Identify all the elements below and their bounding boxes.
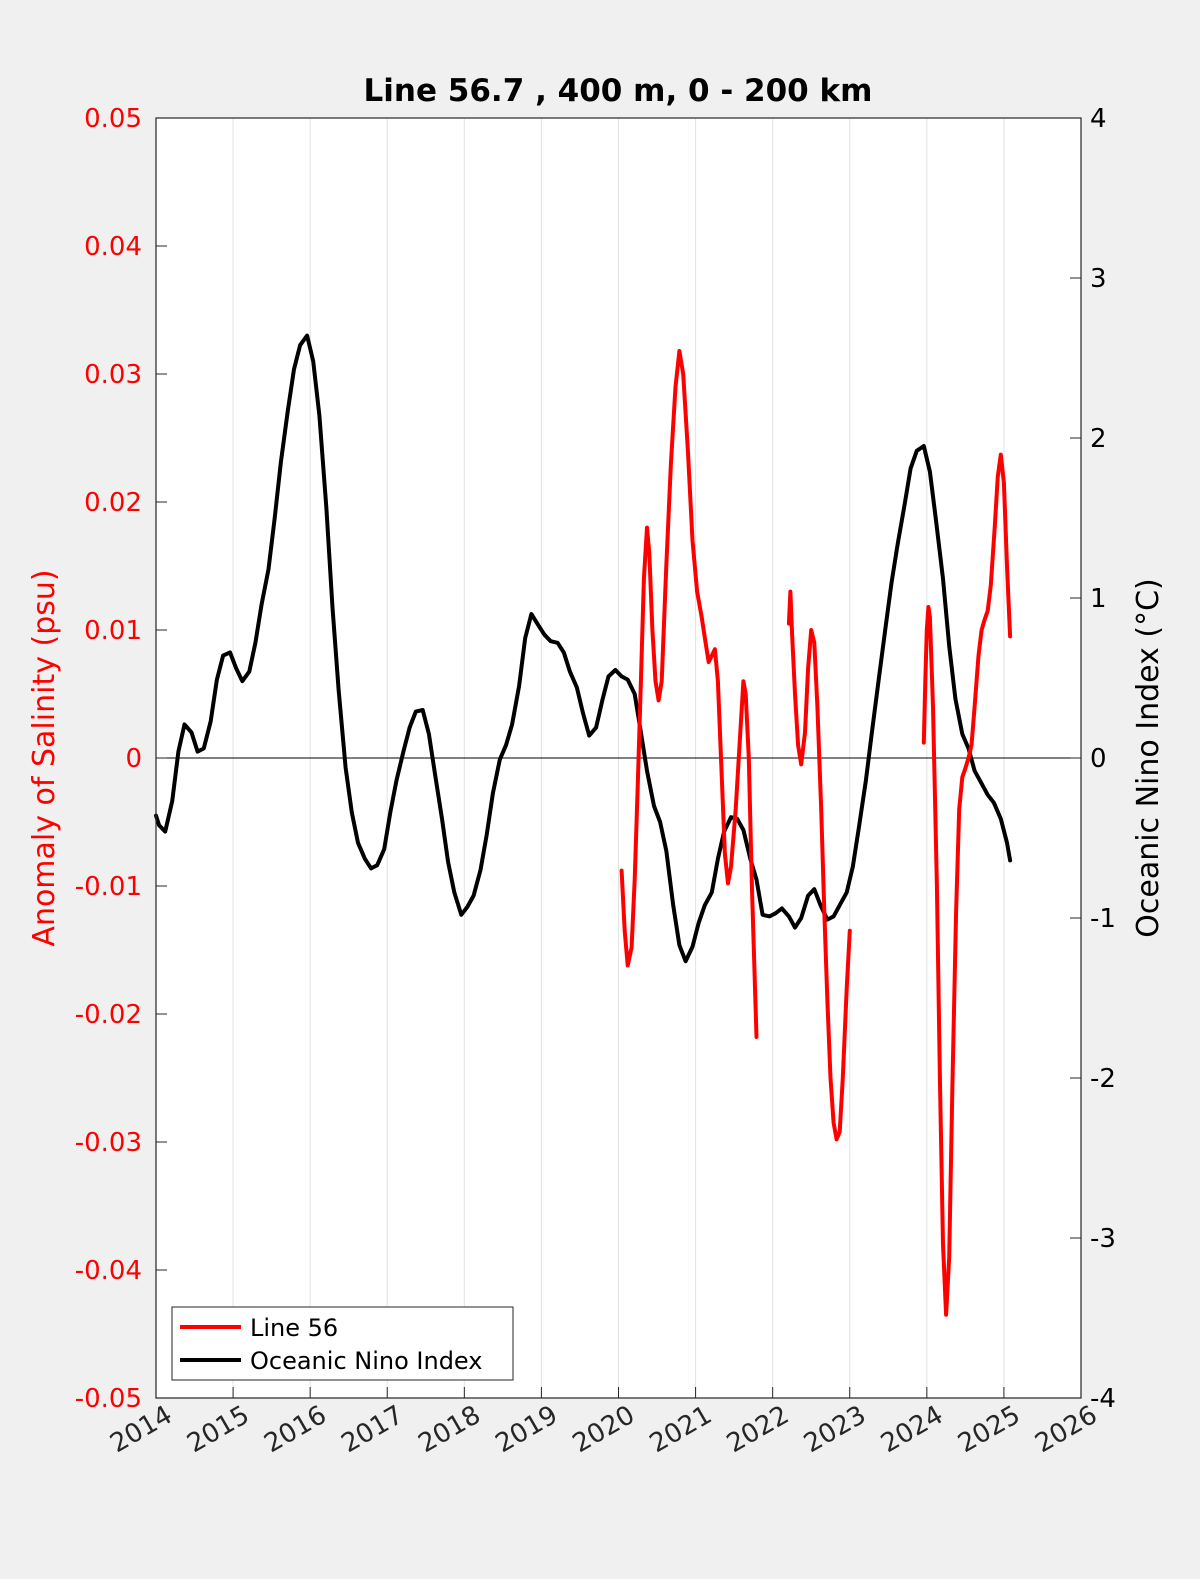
right-tick-label: 2 <box>1090 424 1107 454</box>
left-tick-label: -0.01 <box>75 872 142 902</box>
series-line-line-56 <box>619 349 759 1039</box>
legend-box <box>171 1306 514 1381</box>
left-tick-label: -0.05 <box>75 1384 142 1414</box>
chart-title: Line 56.7 , 400 m, 0 - 200 km <box>364 73 873 109</box>
series-line-line-56 <box>921 452 1013 1317</box>
series-layer <box>154 333 1013 1317</box>
left-tick-label: -0.04 <box>75 1256 142 1286</box>
right-tick-label: -1 <box>1090 904 1116 934</box>
series-line-line-56 <box>786 589 852 1142</box>
right-axis: 4 3 2 1 0 -1 -2 -3 -4 <box>1070 104 1116 1414</box>
right-axis-label: Oceanic Nino Index (°C) <box>1131 578 1166 938</box>
left-tick-label: 0.01 <box>84 616 142 646</box>
left-tick-label: 0.04 <box>84 232 142 262</box>
left-tick-label: 0.03 <box>84 360 142 390</box>
left-tick-label: -0.02 <box>75 1000 142 1030</box>
right-tick-label: -4 <box>1090 1384 1116 1414</box>
series-line-oceanic-nino-index <box>154 333 1013 964</box>
right-tick-label: 3 <box>1090 264 1107 294</box>
right-tick-label: -3 <box>1090 1224 1116 1254</box>
left-axis: 0.05 0.04 0.03 0.02 0.01 0 -0.01 -0.02 -0.03 -0.0… <box>75 104 167 1414</box>
right-tick-label: -2 <box>1090 1064 1116 1094</box>
right-tick-label: 4 <box>1090 104 1107 134</box>
right-tick-label: 1 <box>1090 584 1107 614</box>
legend-label-oceanic-nino-index: Oceanic Nino Index <box>250 1347 482 1375</box>
left-tick-label: 0 <box>125 744 142 774</box>
right-tick-label: 0 <box>1090 744 1107 774</box>
legend-label-line-56: Line 56 <box>250 1314 338 1342</box>
legend: Line 56 Oceanic Nino Index <box>171 1306 514 1381</box>
left-tick-label: -0.03 <box>75 1128 142 1158</box>
left-tick-label: 0.02 <box>84 488 142 518</box>
left-tick-label: 0.05 <box>84 104 142 134</box>
left-axis-label: Anomaly of Salinity (psu) <box>27 569 62 946</box>
